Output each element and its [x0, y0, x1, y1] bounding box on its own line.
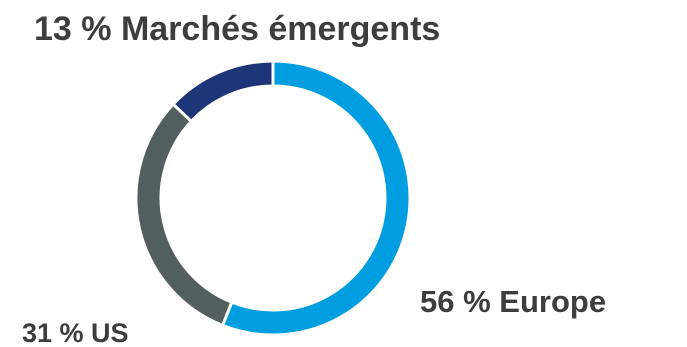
donut-slice-us: [134, 102, 234, 327]
donut-slices: [134, 59, 412, 337]
slice-label-emerging-markets: 13 % Marchés émergents: [34, 10, 440, 48]
slice-label-europe: 56 % Europe: [420, 284, 606, 319]
donut-slice-europe: [221, 59, 412, 337]
donut-slice-marches-emergents: [171, 59, 275, 123]
slice-label-us: 31 % US: [22, 318, 129, 347]
